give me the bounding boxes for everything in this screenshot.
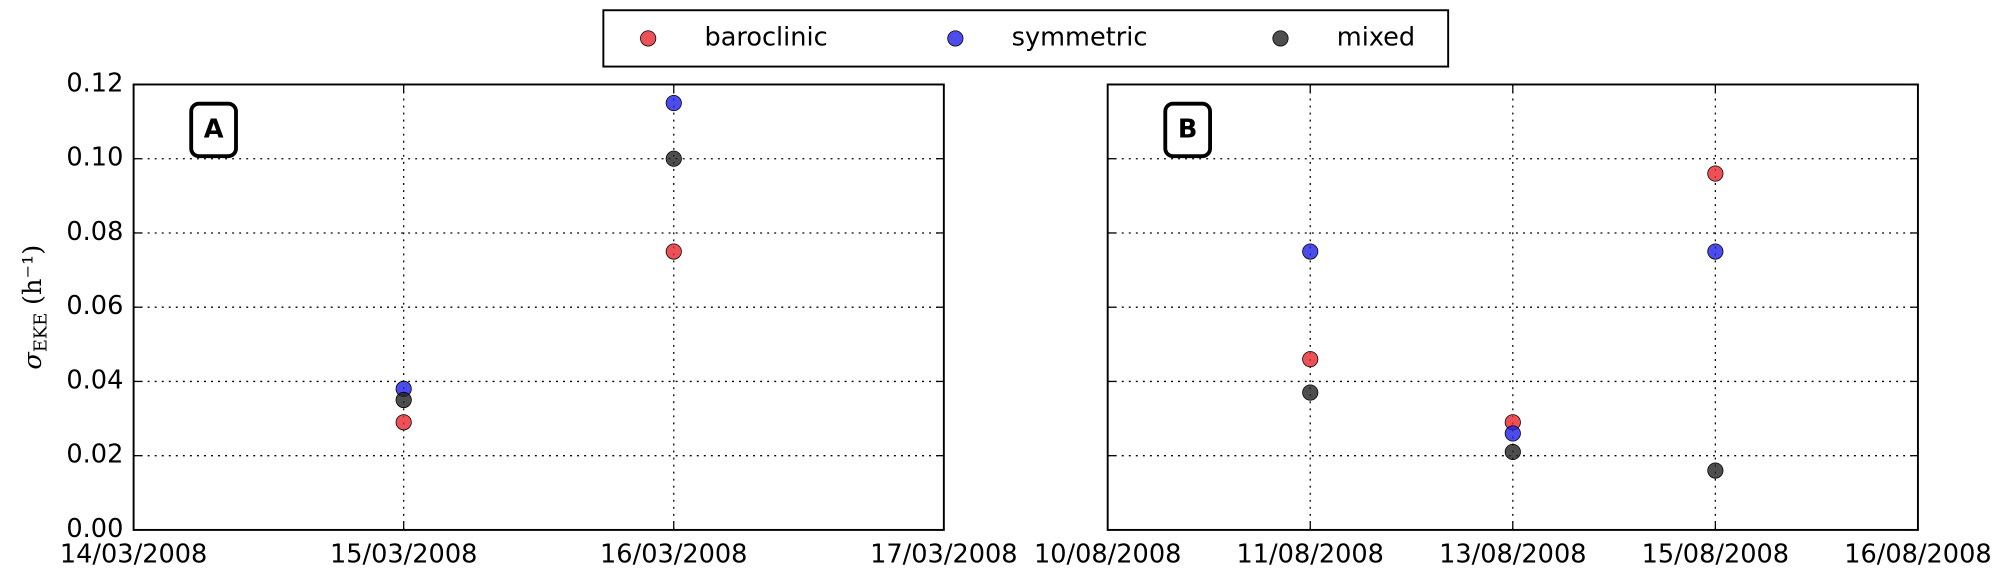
y-tick-label: 0.00 bbox=[66, 514, 123, 544]
legend-marker bbox=[1272, 30, 1289, 47]
point bbox=[665, 243, 682, 260]
y-tick-label: 0.04 bbox=[66, 365, 123, 395]
y-axis-label: σEKE (h⁻¹) bbox=[18, 245, 52, 370]
point bbox=[1302, 384, 1319, 401]
annotation-box bbox=[189, 101, 238, 159]
legend-label: mixed bbox=[1337, 22, 1415, 52]
annotation: A bbox=[204, 115, 224, 145]
x-tick-label: 16/08/2008 bbox=[1844, 540, 1991, 570]
x-tick-label: 11/08/2008 bbox=[1237, 540, 1384, 570]
x-tick-label: 13/08/2008 bbox=[1439, 540, 1586, 570]
y-label-unit: (h⁻¹) bbox=[18, 245, 48, 305]
annotation-box bbox=[1163, 101, 1212, 159]
legend-label: symmetric bbox=[1012, 22, 1148, 52]
point bbox=[1707, 462, 1724, 479]
legend-box bbox=[602, 9, 1450, 68]
y-tick-label: 0.06 bbox=[66, 291, 123, 321]
legend-marker bbox=[947, 30, 964, 47]
plot-frame bbox=[1106, 83, 1919, 531]
x-tick-label: 16/03/2008 bbox=[600, 540, 747, 570]
x-tick-label: 10/08/2008 bbox=[1034, 540, 1181, 570]
x-tick-label: 17/03/2008 bbox=[870, 540, 1017, 570]
point bbox=[1302, 243, 1319, 260]
point bbox=[1707, 243, 1724, 260]
point bbox=[395, 414, 412, 431]
point bbox=[1302, 351, 1319, 368]
y-label-subscript: EKE bbox=[30, 313, 51, 353]
y-tick-label: 0.10 bbox=[66, 143, 123, 173]
point bbox=[395, 391, 412, 409]
point bbox=[665, 94, 682, 112]
plot-frame bbox=[132, 83, 945, 531]
y-tick-label: 0.02 bbox=[66, 440, 123, 470]
x-tick-label: 15/03/2008 bbox=[330, 540, 477, 570]
x-tick-label: 15/08/2008 bbox=[1642, 540, 1789, 570]
point bbox=[1504, 443, 1521, 461]
point bbox=[1504, 425, 1521, 442]
y-tick-label: 0.12 bbox=[66, 68, 123, 98]
legend-marker bbox=[640, 30, 657, 47]
x-tick-label: 14/03/2008 bbox=[60, 540, 207, 570]
y-label-symbol: σ bbox=[18, 351, 48, 370]
legend-label: baroclinic bbox=[704, 22, 827, 52]
y-tick-label: 0.08 bbox=[66, 217, 123, 247]
point bbox=[665, 150, 682, 167]
annotation: B bbox=[1178, 115, 1198, 145]
point bbox=[1707, 165, 1724, 182]
